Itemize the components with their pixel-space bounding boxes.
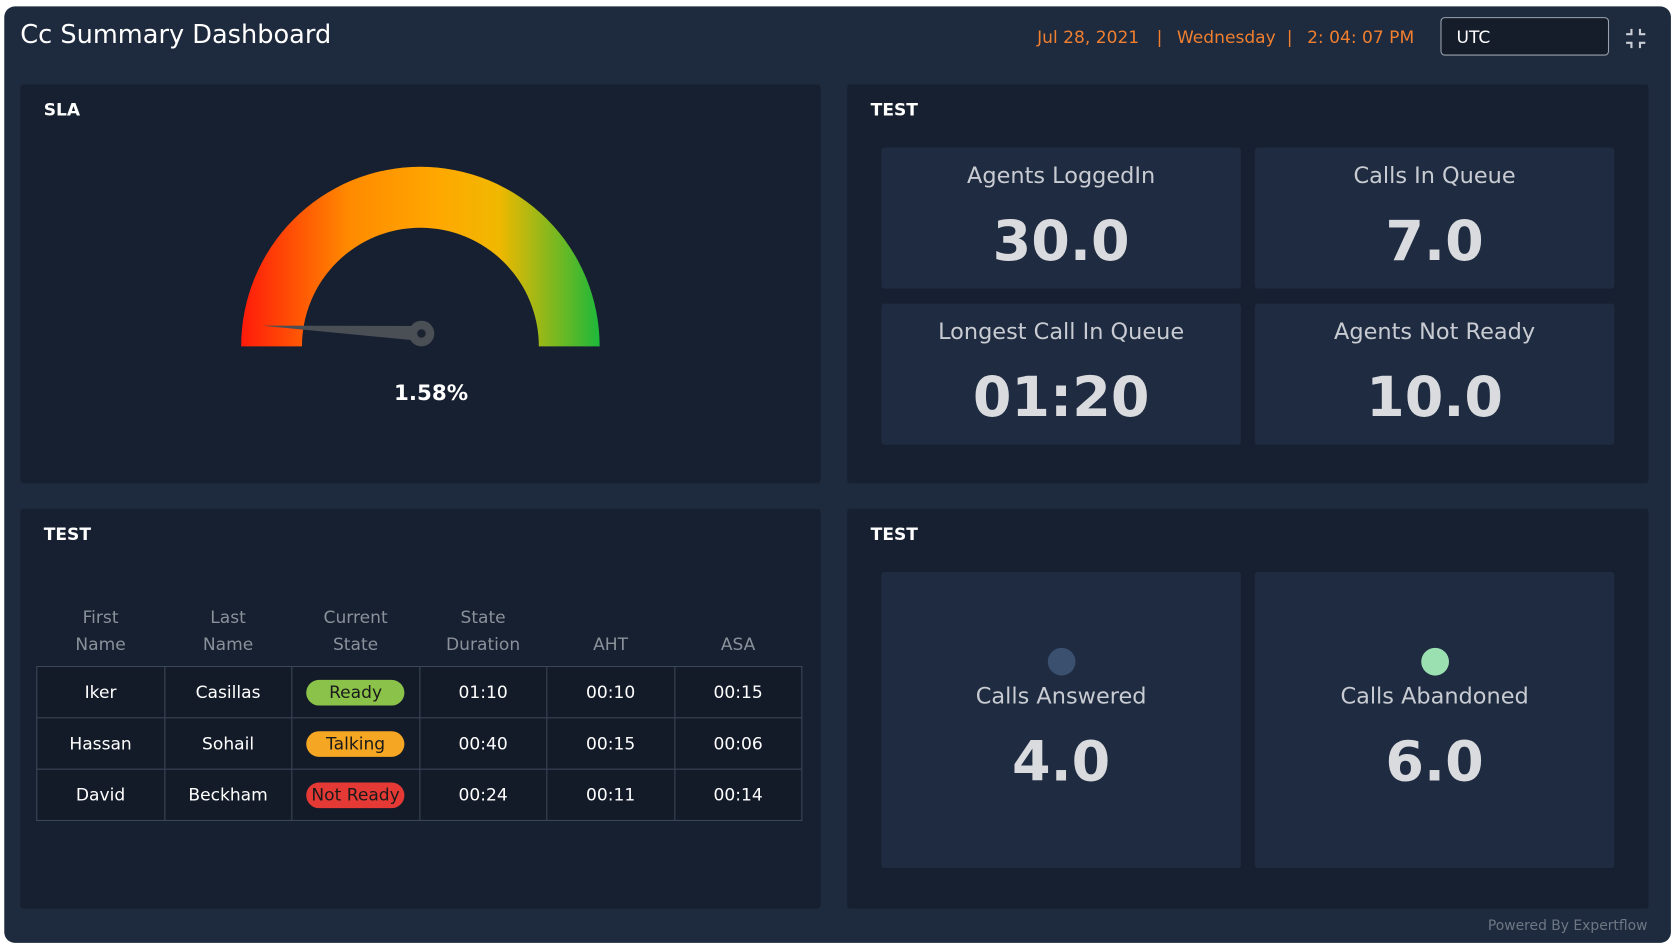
column-header-text: Last Name [202, 607, 254, 655]
sla-gauge: 1.58% [241, 166, 600, 406]
cell: David [36, 768, 165, 821]
cell: Ready [291, 665, 420, 719]
column-header: AHT [547, 604, 675, 667]
column-header: Last Name [164, 604, 292, 667]
cell: Sohail [163, 717, 293, 770]
cell: Beckham [163, 768, 293, 821]
cell: Iker [36, 665, 165, 719]
separator: | [1286, 26, 1293, 48]
column-header-text: Current State [323, 607, 388, 655]
column-header-text: ASA [720, 633, 756, 655]
cell: 00:15 [673, 665, 803, 719]
stat-value: 30.0 [992, 209, 1130, 274]
status-badge: Not Ready [306, 781, 405, 808]
collapse-icon[interactable] [1624, 27, 1647, 51]
column-header: State Duration [419, 604, 547, 667]
cell: Casillas [163, 665, 293, 719]
column-header-text: State Duration [446, 607, 521, 655]
cell: Hassan [36, 717, 165, 770]
panel-title: SLA [43, 99, 81, 120]
cell: Not Ready [291, 768, 420, 821]
agent-row: David Beckham Not Ready 00:24 00:11 00:14 [36, 768, 803, 821]
gauge-hub-dot [417, 329, 426, 338]
status-badge: Ready [306, 679, 405, 706]
stat-label: Agents Not Ready [1334, 318, 1536, 345]
separator: | [1156, 26, 1163, 48]
cell: 00:15 [546, 717, 675, 770]
stat-value: 01:20 [972, 365, 1150, 430]
call-card: Calls Answered 4.0 [881, 571, 1241, 869]
cell: 00:24 [418, 768, 548, 821]
call-card: Calls Abandoned 6.0 [1254, 571, 1615, 869]
stat-label: Agents LoggedIn [967, 162, 1156, 189]
dashboard-title: Cc Summary Dashboard [20, 19, 332, 50]
stat-value: 10.0 [1366, 365, 1504, 430]
agent-row: Iker Casillas Ready 01:10 00:10 00:15 [36, 665, 803, 719]
column-header-text: First Name [75, 607, 126, 655]
stat-card: Calls In Queue 7.0 [1254, 147, 1615, 289]
call-label: Calls Abandoned [1340, 683, 1529, 709]
column-header: Current State [292, 604, 420, 667]
panel-title: TEST [870, 99, 918, 120]
status-badge: Talking [306, 730, 405, 757]
call-value: 4.0 [1011, 730, 1111, 795]
cell: 01:10 [418, 665, 548, 719]
header-row: First Name Last Name Current State State Du… [37, 604, 802, 667]
stat-card: Agents LoggedIn 30.0 [881, 147, 1241, 289]
cell: 00:06 [673, 717, 803, 770]
call-icon [1421, 647, 1449, 676]
footer: Powered By Expertflow [1487, 918, 1648, 935]
date: Jul 28, 2021 [1037, 26, 1140, 48]
column-header-text: AHT [593, 633, 629, 655]
agents-table: First Name Last Name Current State State Du… [36, 604, 803, 821]
gauge-band [241, 166, 600, 347]
stat-label: Longest Call In Queue [938, 318, 1185, 345]
call-icon [1047, 647, 1076, 676]
cell: 00:40 [418, 717, 548, 770]
time: 2: 04: 07 PM [1307, 26, 1415, 48]
timezone-select[interactable]: UTC [1440, 17, 1610, 56]
gauge-value: 1.58% [394, 381, 468, 406]
cell: Talking [291, 717, 420, 770]
cell: 00:10 [546, 665, 675, 719]
weekday: Wednesday [1176, 26, 1276, 48]
agent-row: Hassan Sohail Talking 00:40 00:15 00:06 [36, 717, 803, 770]
cell: 00:11 [546, 768, 675, 821]
gauge-needle [261, 325, 422, 342]
stat-value: 7.0 [1385, 209, 1484, 274]
panel-title: TEST [870, 523, 918, 545]
sla-panel: SLA [20, 84, 821, 484]
column-header: First Name [37, 604, 165, 667]
stat-card: Agents Not Ready 10.0 [1254, 303, 1615, 445]
stat-label: Calls In Queue [1353, 162, 1516, 189]
panel-title: TEST [43, 523, 91, 545]
call-label: Calls Answered [975, 683, 1147, 709]
column-header: ASA [674, 604, 802, 667]
cell: 00:14 [673, 768, 803, 821]
call-value: 6.0 [1385, 730, 1484, 795]
stat-card: Longest Call In Queue 01:20 [881, 303, 1241, 445]
